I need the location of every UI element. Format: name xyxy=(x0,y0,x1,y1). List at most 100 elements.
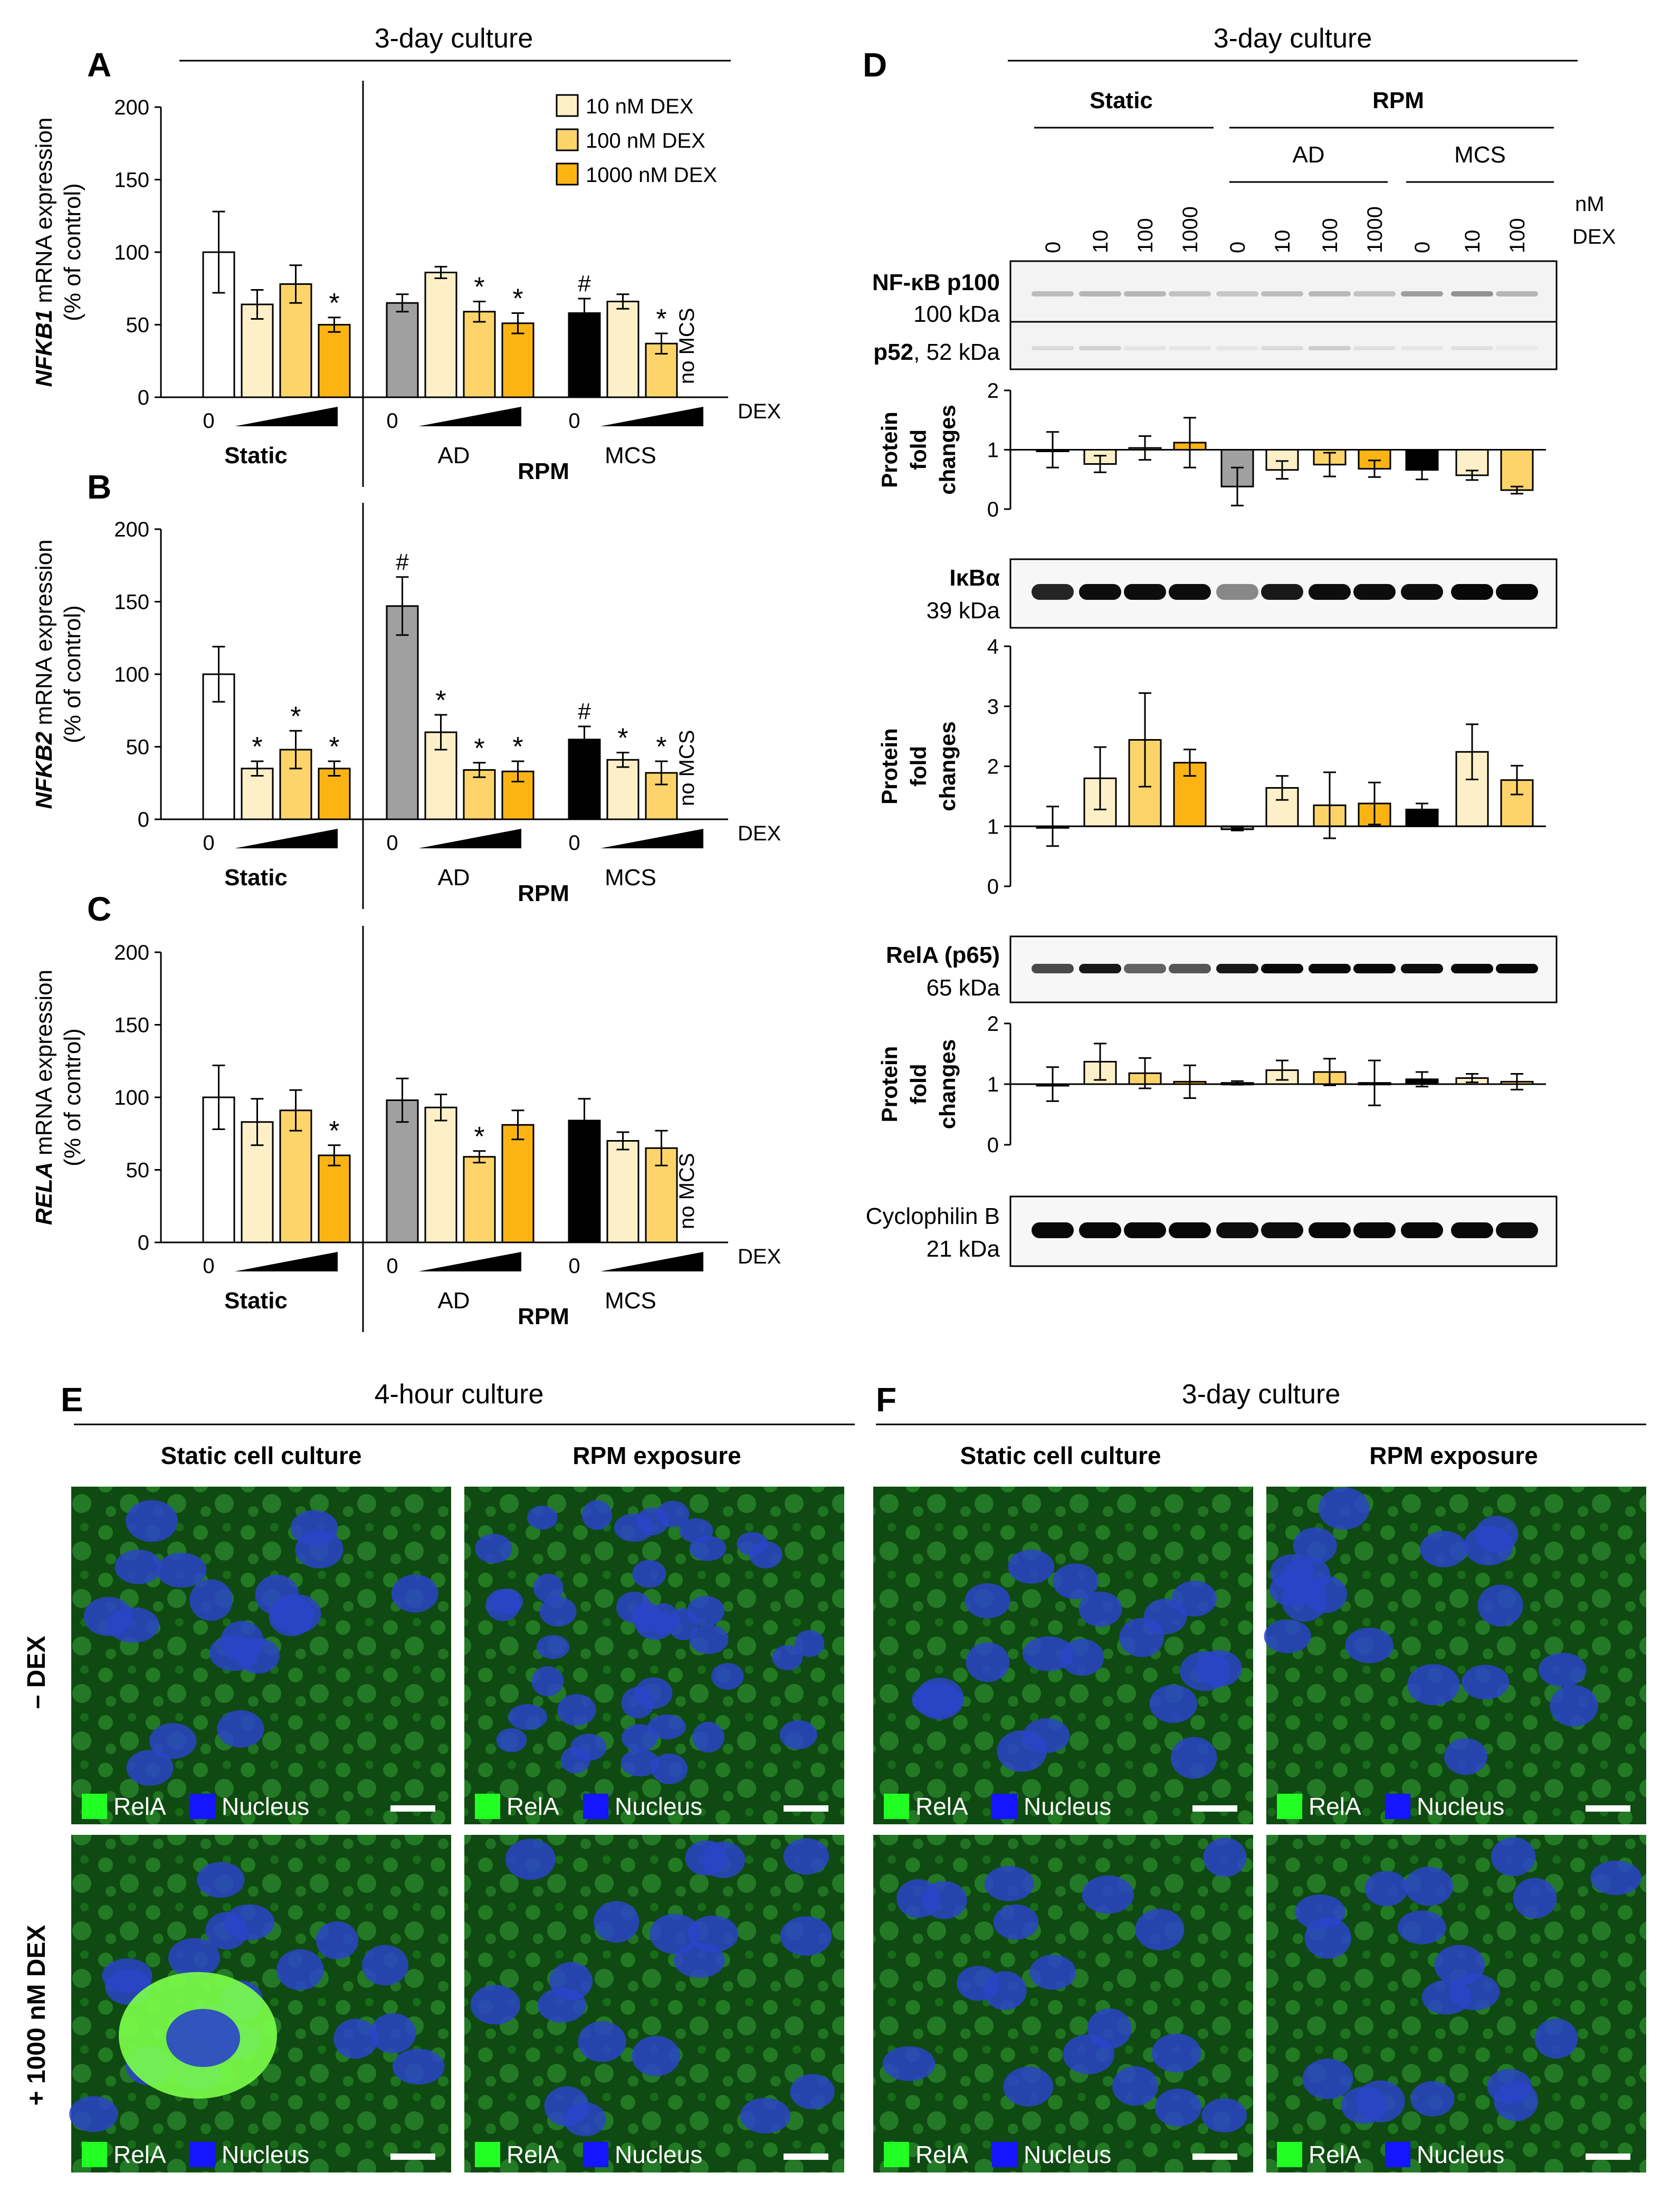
legend-label-rela: RelA xyxy=(1309,2141,1361,2168)
cell-nucleus xyxy=(1082,1875,1134,1914)
y-axis-unit: (% of control) xyxy=(60,183,85,321)
cell-nucleus xyxy=(1063,2034,1115,2074)
cell-nucleus xyxy=(1491,1837,1536,1877)
cell-nucleus xyxy=(783,1838,829,1875)
blot-band xyxy=(1216,964,1258,973)
cell-nucleus xyxy=(701,1841,746,1878)
blot-p52-size: , 52 kDa xyxy=(913,339,1000,365)
cell-nucleus xyxy=(1318,1487,1370,1530)
cell-nucleus xyxy=(647,1714,686,1739)
dose-triangle xyxy=(600,407,703,426)
cell-nucleus xyxy=(1203,1837,1247,1877)
bar xyxy=(386,605,419,820)
cell-nucleus xyxy=(205,1912,248,1950)
cell-nucleus xyxy=(549,1962,593,2001)
blot-ikba-name: IκBα xyxy=(949,565,1000,591)
cell-nucleus xyxy=(1003,2066,1054,2107)
legend-label-nucleus: Nucleus xyxy=(1417,2141,1504,2168)
lane-label: 100 xyxy=(1134,218,1157,253)
cell-nucleus xyxy=(1356,2080,1405,2122)
scale-bar xyxy=(1586,1805,1630,1812)
cell-nucleus xyxy=(1172,1581,1217,1617)
y-tick-label: 100 xyxy=(114,663,149,686)
cell-nucleus xyxy=(622,1724,657,1752)
cell-nucleus xyxy=(965,1583,1010,1619)
e-col-static: Static cell culture xyxy=(161,1442,362,1469)
chart-d-rela: 0 1 2 Protein fold changes xyxy=(877,1012,1546,1157)
blot-group-ad: AD xyxy=(1292,142,1324,168)
y-tick-label: 3 xyxy=(987,695,999,719)
group-label-rpm: RPM xyxy=(518,1304,569,1329)
blot-band xyxy=(1169,1222,1211,1238)
scale-bar xyxy=(1192,2153,1237,2160)
abc-title: 3-day culture xyxy=(375,23,533,54)
blot-band xyxy=(1309,584,1351,600)
bar xyxy=(501,1124,534,1243)
legend-label-nucleus: Nucleus xyxy=(1417,1793,1504,1820)
scale-bar xyxy=(784,1805,828,1812)
cell-nucleus xyxy=(539,1596,577,1627)
cell-nucleus xyxy=(994,1904,1039,1940)
cell-nucleus xyxy=(1078,1591,1122,1627)
cell-nucleus xyxy=(1444,1738,1487,1775)
cell-nucleus xyxy=(209,1634,259,1671)
blot-band xyxy=(1079,584,1121,600)
cell-nucleus xyxy=(772,1645,803,1670)
blot-ikba-bands xyxy=(1032,584,1538,600)
blot-nfkb: NF-κB p100 100 kDa p52, 52 kDa xyxy=(872,260,1558,370)
row-label-minus-dex: – DEX xyxy=(23,1636,51,1709)
cell-nucleus xyxy=(475,1534,512,1564)
cell-nucleus xyxy=(197,1862,245,1898)
dose-zero-label: 0 xyxy=(568,409,580,433)
y-tick-label: 2 xyxy=(987,1012,999,1036)
legend-swatch-100nm xyxy=(556,128,579,151)
blot-band xyxy=(1309,291,1351,296)
bar xyxy=(606,759,639,820)
y-axis-label: NFKB1 mRNA expression xyxy=(31,117,57,387)
cell-nucleus xyxy=(149,1723,197,1759)
blot-band xyxy=(1216,1222,1258,1238)
blot-band xyxy=(1079,1222,1121,1238)
dose-zero-label: 0 xyxy=(386,1255,398,1278)
blot-unit-dex: DEX xyxy=(1572,225,1616,248)
cell-nucleus xyxy=(634,1677,673,1709)
legend-label-nucleus: Nucleus xyxy=(1024,2141,1111,2168)
blot-band xyxy=(1401,964,1443,973)
cell-nucleus xyxy=(632,2036,681,2076)
blot-band xyxy=(1261,291,1303,296)
cell-nucleus xyxy=(1170,1737,1217,1779)
blot-band xyxy=(1261,346,1303,350)
bar xyxy=(606,301,639,398)
panel-c-chart: 0 50 100 150 200 RELA mRNA expression (% of co… xyxy=(31,926,781,1332)
blot-band xyxy=(1353,584,1396,600)
blot-band xyxy=(1032,1222,1074,1238)
legend-label-nucleus: Nucleus xyxy=(222,1793,309,1820)
y-tick-label: 150 xyxy=(114,1014,149,1037)
group-label-rpm: RPM xyxy=(518,880,569,906)
panel-a-chart: 0 50 100 150 200 NFKB1 mRNA expression (% of c… xyxy=(31,81,781,487)
scale-bar xyxy=(390,1805,435,1812)
cell-nucleus xyxy=(126,1749,174,1786)
legend-label-10nm: 10 nM DEX xyxy=(586,95,694,118)
cell-nucleus xyxy=(1477,1584,1523,1626)
blot-band xyxy=(1169,346,1211,350)
cell-nucleus xyxy=(531,1666,564,1697)
cell-nucleus xyxy=(780,1916,832,1956)
cell-nucleus xyxy=(166,2009,240,2067)
cell-nucleus xyxy=(1201,2098,1247,2133)
lane-label: 10 xyxy=(1461,230,1484,254)
significance-star: * xyxy=(329,1116,339,1146)
dose-triangle xyxy=(418,407,521,426)
cell-nucleus xyxy=(957,1966,1000,2001)
cell-nucleus xyxy=(114,1549,162,1584)
cell-nucleus xyxy=(1534,2018,1578,2059)
f-col-rpm: RPM exposure xyxy=(1369,1442,1538,1469)
group-label-mcs: MCS xyxy=(605,865,656,891)
group-label-ad: AD xyxy=(437,443,470,468)
blot-unit-nm: nM xyxy=(1575,193,1605,216)
cell-nucleus xyxy=(1112,2066,1159,2106)
y-tick-label: 50 xyxy=(126,314,150,337)
bar xyxy=(318,1154,351,1243)
cell-nucleus xyxy=(168,1938,221,1978)
